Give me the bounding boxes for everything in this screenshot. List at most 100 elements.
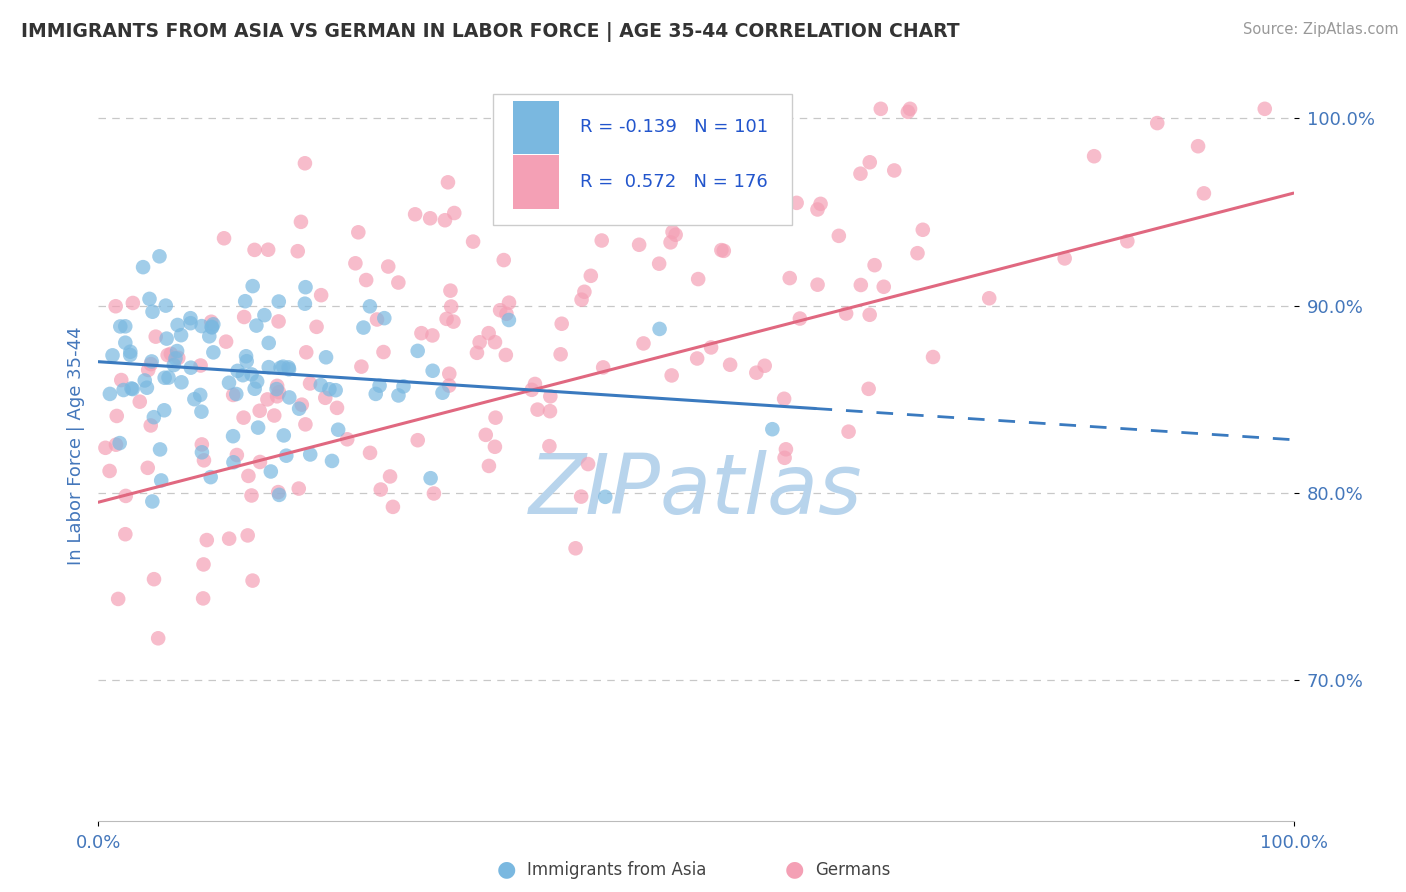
Point <box>240 488 263 502</box>
Point <box>443 206 465 220</box>
Point <box>222 388 245 402</box>
Point <box>191 445 214 459</box>
Point <box>179 311 201 326</box>
Point <box>439 284 461 298</box>
Point <box>110 319 132 334</box>
Point <box>710 243 733 257</box>
Point <box>440 300 463 314</box>
Point <box>1053 252 1076 266</box>
Point <box>294 156 316 170</box>
FancyBboxPatch shape <box>494 94 792 225</box>
Point <box>806 202 828 217</box>
Text: IMMIGRANTS FROM ASIA VS GERMAN IN LABOR FORCE | AGE 35-44 CORRELATION CHART: IMMIGRANTS FROM ASIA VS GERMAN IN LABOR … <box>21 22 960 42</box>
Point <box>267 294 290 309</box>
Point <box>188 388 211 402</box>
Point <box>326 401 349 415</box>
Point <box>247 420 270 434</box>
Point <box>249 404 271 418</box>
Point <box>141 354 163 368</box>
Point <box>276 449 298 463</box>
Point <box>163 358 186 372</box>
Point <box>299 376 322 391</box>
Point <box>226 364 249 378</box>
Point <box>359 446 381 460</box>
Point <box>404 207 426 221</box>
Point <box>1192 186 1215 201</box>
Point <box>257 360 280 375</box>
Point <box>745 366 768 380</box>
Point <box>270 360 292 375</box>
Point <box>232 368 254 383</box>
Point <box>160 347 183 361</box>
Point <box>136 363 159 377</box>
Point <box>94 441 117 455</box>
Point <box>141 304 163 318</box>
Point <box>121 296 143 310</box>
Point <box>789 311 811 326</box>
Point <box>318 382 340 396</box>
Point <box>378 469 401 483</box>
Point <box>235 349 257 363</box>
Point <box>149 442 172 457</box>
Point <box>299 448 322 462</box>
Point <box>520 383 543 397</box>
Point <box>294 280 316 294</box>
Point <box>114 527 136 541</box>
Point <box>278 362 301 376</box>
Point <box>128 394 150 409</box>
Point <box>249 455 271 469</box>
Point <box>468 335 491 350</box>
Point <box>779 271 801 285</box>
Point <box>370 483 392 497</box>
Point <box>108 436 131 450</box>
Point <box>201 320 224 334</box>
Point <box>155 299 177 313</box>
Point <box>218 376 240 390</box>
Point <box>538 439 561 453</box>
Point <box>979 291 1001 305</box>
Point <box>436 311 458 326</box>
Point <box>266 379 288 393</box>
Text: ZIPatlas: ZIPatlas <box>529 450 863 532</box>
Point <box>215 334 238 349</box>
Point <box>686 351 709 366</box>
Point <box>156 332 179 346</box>
Point <box>266 389 288 403</box>
Point <box>257 335 280 350</box>
Point <box>498 295 520 310</box>
Point <box>222 455 245 469</box>
Point <box>387 388 409 402</box>
Point <box>773 450 796 465</box>
Point <box>200 315 222 329</box>
Point <box>744 134 766 148</box>
Point <box>350 359 373 374</box>
Point <box>550 347 572 361</box>
Point <box>406 434 429 448</box>
Point <box>344 256 367 270</box>
Point <box>141 494 163 508</box>
Point <box>648 257 671 271</box>
Y-axis label: In Labor Force | Age 35-44: In Labor Force | Age 35-44 <box>66 326 84 566</box>
Point <box>564 541 586 556</box>
Point <box>810 197 832 211</box>
Point <box>139 418 162 433</box>
Point <box>922 350 945 364</box>
Point <box>263 409 285 423</box>
Point <box>661 225 683 239</box>
Point <box>550 317 572 331</box>
Point <box>202 318 225 332</box>
Point <box>859 308 882 322</box>
Point <box>354 273 377 287</box>
Point <box>232 410 254 425</box>
Point <box>212 231 235 245</box>
Point <box>190 319 212 334</box>
Point <box>422 364 444 378</box>
Point <box>576 457 599 471</box>
Point <box>869 102 891 116</box>
Point <box>377 260 399 274</box>
FancyBboxPatch shape <box>513 101 558 154</box>
Point <box>121 382 143 396</box>
Point <box>392 379 415 393</box>
Point <box>437 378 460 392</box>
Point <box>347 225 370 239</box>
